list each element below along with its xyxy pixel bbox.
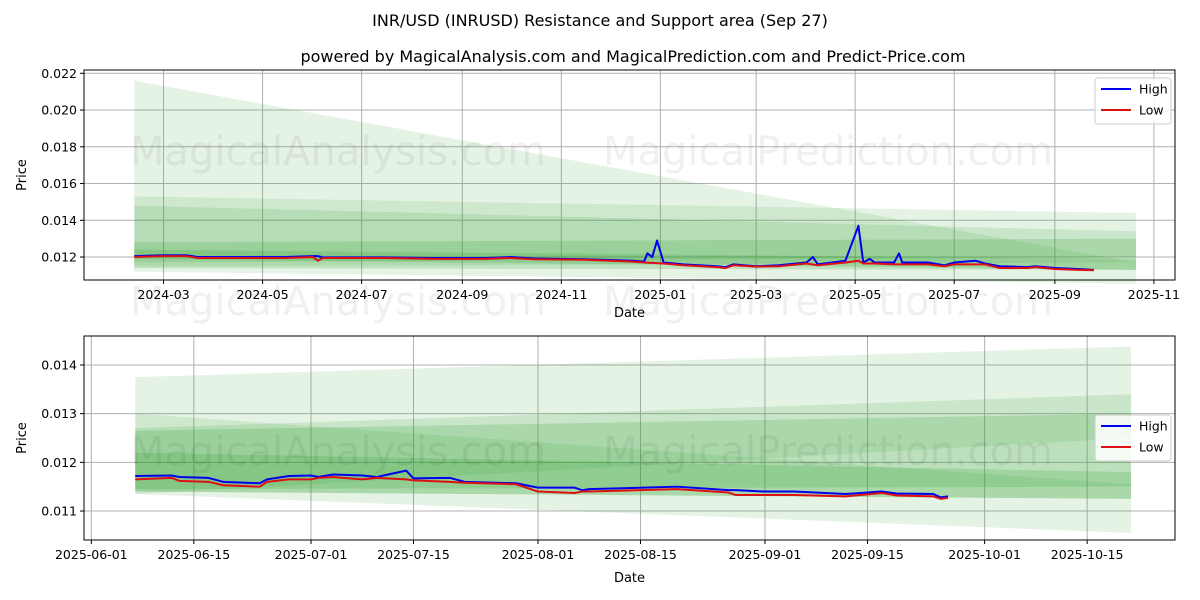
- x-tick-label: 2024-09: [436, 287, 488, 302]
- y-tick-label: 0.014: [41, 357, 77, 372]
- x-tick-label: 2025-09-15: [831, 547, 904, 562]
- y-axis-label: Price: [15, 159, 30, 191]
- support-resistance-band: [135, 413, 1132, 533]
- support-resistance-band: [134, 80, 1137, 284]
- y-tick-label: 0.012: [41, 250, 77, 265]
- chart-title: INR/USD (INRUSD) Resistance and Support …: [372, 11, 828, 30]
- x-tick-label: 2025-06-15: [158, 547, 231, 562]
- x-tick-label: 2024-07: [336, 287, 388, 302]
- x-axis-label: Date: [614, 306, 645, 321]
- x-tick-label: 2025-11: [1128, 287, 1180, 302]
- x-tick-label: 2024-11: [535, 287, 587, 302]
- watermark-text: MagicalAnalysis.com: [130, 429, 546, 475]
- watermark-text: MagicalPrediction.com: [603, 129, 1053, 175]
- chart-subtitle: powered by MagicalAnalysis.com and Magic…: [300, 47, 965, 66]
- x-tick-label: 2025-07-15: [377, 547, 450, 562]
- y-tick-label: 0.018: [41, 139, 77, 154]
- support-resistance-band: [134, 205, 1137, 263]
- x-tick-label: 2025-09-01: [729, 547, 802, 562]
- y-tick-label: 0.020: [41, 103, 77, 118]
- support-resistance-band: [135, 452, 1132, 490]
- y-tick-label: 0.016: [41, 176, 77, 191]
- legend-label-high: High: [1139, 419, 1168, 434]
- x-tick-label: 2025-10-15: [1051, 547, 1124, 562]
- watermark-text: MagicalAnalysis.com: [130, 129, 546, 175]
- support-resistance-band: [135, 394, 1132, 499]
- x-tick-label: 2025-07: [928, 287, 980, 302]
- chart-panel-2: 0.011 0.012 0.013 0.014 2025-06-01 2025-06-15…: [15, 335, 1176, 586]
- x-tick-label: 2025-07-01: [275, 547, 348, 562]
- x-tick-label: 2025-05: [829, 287, 881, 302]
- x-tick-label: 2025-06-01: [55, 547, 128, 562]
- watermark-text: MagicalPrediction.com: [603, 279, 1053, 325]
- x-tick-label: 2025-01: [634, 287, 686, 302]
- legend-label-low: Low: [1139, 440, 1164, 455]
- y-tick-label: 0.022: [41, 66, 77, 81]
- legend: High Low: [1094, 77, 1172, 125]
- watermark-text: MagicalAnalysis.com: [130, 279, 546, 325]
- y-axis-label: Price: [15, 422, 30, 454]
- y-tick-label: 0.011: [41, 504, 77, 519]
- legend-label-low: Low: [1139, 103, 1164, 118]
- watermark-text: MagicalPrediction.com: [603, 429, 1053, 475]
- y-tick-label: 0.014: [41, 213, 77, 228]
- legend: High Low: [1094, 414, 1172, 462]
- legend-label-high: High: [1139, 82, 1168, 97]
- x-tick-label: 2025-08-01: [502, 547, 575, 562]
- y-tick-label: 0.012: [41, 455, 77, 470]
- x-tick-label: 2025-09: [1029, 287, 1081, 302]
- x-tick-label: 2025-08-15: [604, 547, 677, 562]
- x-tick-label: 2024-05: [236, 287, 288, 302]
- x-tick-label: 2025-10-01: [948, 547, 1021, 562]
- chart-panel-1: 0.012 0.014 0.016 0.018 0.020 0.022 2024-03 202…: [15, 66, 1180, 325]
- x-axis-label: Date: [614, 571, 645, 586]
- support-resistance-band: [134, 196, 1137, 267]
- x-tick-label: 2024-03: [137, 287, 189, 302]
- support-resistance-band: [135, 346, 1132, 494]
- plot-frame: [83, 335, 1176, 541]
- y-tick-label: 0.013: [41, 406, 77, 421]
- plot-frame: [83, 69, 1176, 281]
- x-tick-label: 2025-03: [730, 287, 782, 302]
